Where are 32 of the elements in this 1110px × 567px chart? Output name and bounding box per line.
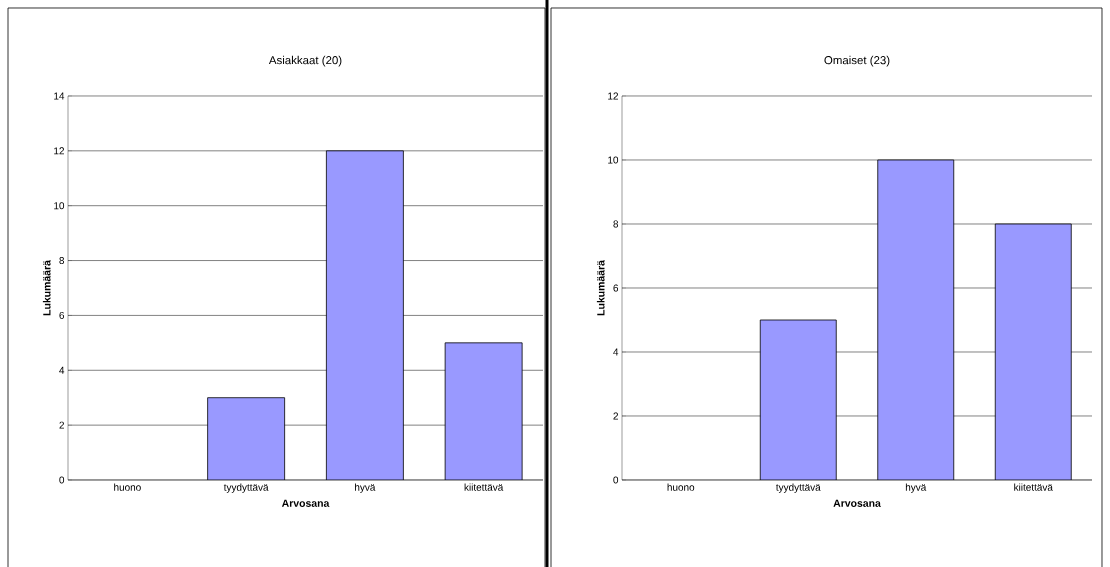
x-axis-title: Arvosana — [281, 499, 330, 507]
x-tick-label: kiitettävä — [464, 483, 504, 491]
y-tick-label: 2 — [613, 412, 618, 420]
x-tick-label: huono — [114, 483, 141, 491]
y-tick-label: 4 — [59, 366, 65, 374]
y-axis-title: Lukumäärä — [596, 260, 605, 316]
y-tick-label: 10 — [608, 156, 619, 164]
chart-title: Asiakkaat (20) — [268, 55, 342, 67]
x-tick-label: hyvä — [355, 483, 376, 493]
x-tick-label: kiitettävä — [1014, 483, 1053, 491]
y-tick-label: 8 — [59, 257, 65, 265]
y-tick-label: 8 — [613, 220, 619, 228]
x-tick-label: hyvä — [905, 483, 927, 493]
bar — [759, 319, 837, 480]
y-tick-label: 0 — [613, 476, 619, 484]
y-tick-label: 2 — [59, 421, 64, 429]
bar — [877, 159, 955, 480]
y-tick-label: 4 — [613, 348, 619, 356]
x-axis-title: Arvosana — [833, 499, 881, 507]
y-tick-label: 6 — [613, 284, 619, 292]
y-tick-label: 12 — [54, 147, 64, 155]
y-tick-label: 12 — [608, 92, 618, 100]
x-tick-label: tyydyttävä — [223, 483, 269, 493]
chart-title: Omaiset (23) — [824, 55, 890, 67]
bar — [994, 223, 1072, 480]
x-tick-label: tyydyttävä — [775, 483, 821, 493]
y-tick-label: 6 — [59, 311, 65, 319]
x-tick-label: huono — [667, 483, 695, 491]
y-tick-label: 0 — [59, 476, 65, 484]
y-axis-title: Lukumäärä — [42, 260, 51, 316]
y-tick-label: 14 — [54, 92, 65, 100]
y-tick-label: 10 — [54, 202, 65, 210]
